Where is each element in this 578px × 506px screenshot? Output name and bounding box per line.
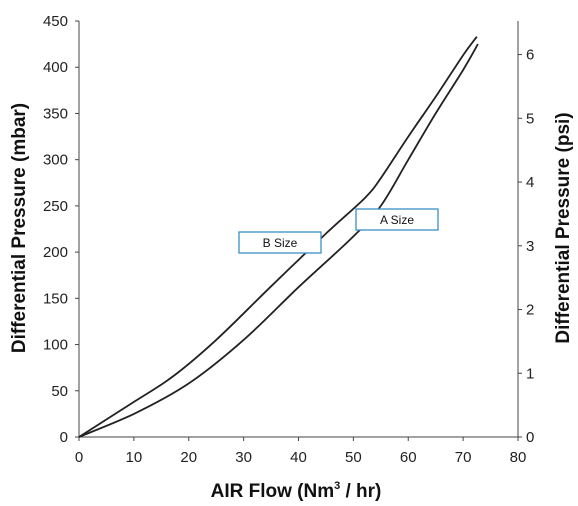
y-left-tick-label: 250 xyxy=(43,198,68,215)
annotation-box xyxy=(355,208,439,231)
annotation-a-size: A Size xyxy=(355,208,439,231)
x-tick-label: 30 xyxy=(235,449,252,466)
x-tick-label: 60 xyxy=(400,449,417,466)
series-annotations: B Size A Size xyxy=(238,208,439,254)
y-right-tick-label: 3 xyxy=(526,238,534,255)
annotation-label: B Size xyxy=(263,236,298,250)
y-left-tick-label: 150 xyxy=(43,290,68,307)
tick-labels: 0 10 20 30 40 50 60 70 8005010015020025030035040… xyxy=(43,13,534,466)
x-tick-label: 50 xyxy=(345,449,362,466)
y-left-tick-label: 50 xyxy=(51,383,68,400)
annotation-b-size: B Size xyxy=(238,231,322,254)
y-right-tick-label: 6 xyxy=(526,47,534,64)
y-left-tick-label: 400 xyxy=(43,59,68,76)
y-axis-right-title: Differential Pressure (psi) xyxy=(553,112,574,343)
annotation-box xyxy=(238,231,322,254)
x-axis-title: AIR Flow (Nm3 / hr) xyxy=(211,480,382,502)
y-left-tick-label: 200 xyxy=(43,244,68,261)
series-line-a-size xyxy=(78,43,479,438)
x-tick-label: 10 xyxy=(126,449,143,466)
y-right-tick-label: 2 xyxy=(526,302,534,319)
y-axis-left-title: Differential Pressure (mbar) xyxy=(9,103,30,353)
y-left-tick-label: 100 xyxy=(43,337,68,354)
axes xyxy=(75,20,522,441)
y-left-tick-label: 350 xyxy=(43,105,68,122)
x-tick-label: 0 xyxy=(75,449,83,466)
y-right-tick-label: 1 xyxy=(526,365,534,382)
y-left-tick-label: 0 xyxy=(60,429,68,446)
annotation-label: A Size xyxy=(380,213,414,227)
y-left-tick-label: 450 xyxy=(43,13,68,30)
y-right-tick-label: 5 xyxy=(526,110,534,127)
series-line-b-size xyxy=(78,36,478,438)
x-tick-label: 70 xyxy=(455,449,472,466)
y-right-tick-label: 4 xyxy=(526,174,534,191)
series-lines xyxy=(78,36,479,438)
x-tick-label: 40 xyxy=(290,449,307,466)
y-right-tick-label: 0 xyxy=(526,429,534,446)
y-left-tick-label: 300 xyxy=(43,152,68,169)
x-tick-label: 20 xyxy=(180,449,197,466)
x-tick-label: 80 xyxy=(510,449,527,466)
